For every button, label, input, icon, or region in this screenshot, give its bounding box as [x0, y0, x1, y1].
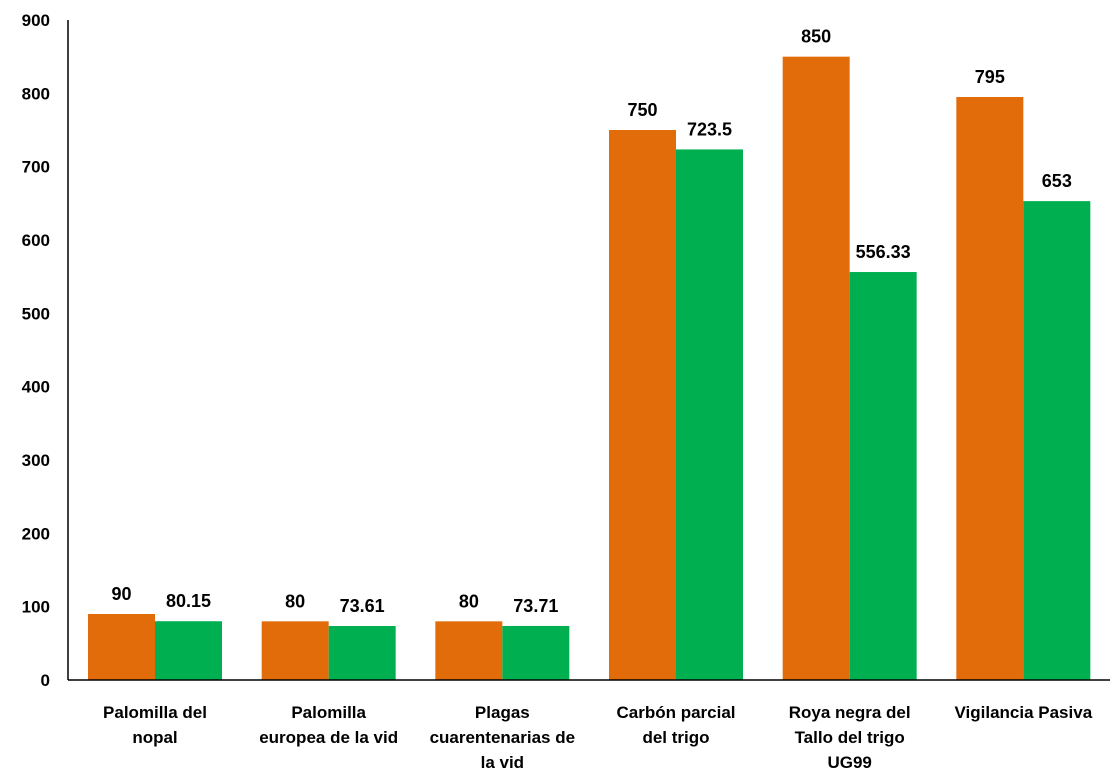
data-labels: 90 80.15 80 73.61 80 73.71 750 723.5 850 556.33 79…: [111, 27, 1071, 616]
data-label: 750: [627, 100, 657, 120]
bar-series-1-2: [261, 621, 329, 680]
data-label: 795: [975, 67, 1005, 87]
y-tick-label: 600: [22, 231, 50, 250]
x-axis-labels: Palomilla del nopal Palomilla europea de la…: [103, 703, 1093, 772]
bar-series-2-1: [155, 621, 222, 680]
y-tick-label: 200: [22, 524, 50, 543]
data-label: 850: [801, 27, 831, 47]
x-tick-label: Palomilla del nopal: [103, 703, 207, 747]
x-tick-label-line: la vid: [481, 753, 524, 772]
bar-series-1-3: [435, 621, 503, 680]
bars: [88, 56, 1091, 680]
data-label: 73.71: [513, 596, 558, 616]
data-label: 80: [285, 591, 305, 611]
data-label: 73.61: [340, 596, 385, 616]
bar-series-1-5: [782, 56, 850, 680]
bar-series-1-6: [956, 97, 1024, 680]
bar-series-2-4: [676, 149, 743, 680]
x-tick-label-line: cuarentenarias de: [430, 728, 576, 747]
bar-series-2-6: [1023, 201, 1091, 680]
y-axis-ticks: 0 100 200 300 400 500 600 700 800 900: [22, 11, 50, 690]
data-label: 80: [459, 591, 479, 611]
bar-series-2-3: [502, 625, 570, 680]
data-label: 556.33: [856, 242, 911, 262]
data-label: 80.15: [166, 591, 211, 611]
bar-series-1-4: [609, 130, 676, 680]
y-tick-label: 400: [22, 378, 50, 397]
bar-series-2-2: [328, 626, 396, 680]
x-tick-label: Carbón parcial del trigo: [616, 703, 735, 747]
y-tick-label: 100: [22, 598, 50, 617]
y-tick-label: 800: [22, 84, 50, 103]
y-tick-label: 900: [22, 11, 50, 30]
x-tick-label-line: Palomilla: [291, 703, 366, 722]
y-tick-label: 700: [22, 158, 50, 177]
y-tick-label: 300: [22, 451, 50, 470]
x-tick-label-line: Palomilla del: [103, 703, 207, 722]
x-tick-label-line: Carbón parcial: [616, 703, 735, 722]
data-label: 90: [111, 584, 131, 604]
bar-series-1-1: [88, 614, 155, 680]
x-tick-label-line: europea de la vid: [259, 728, 398, 747]
bar-series-2-5: [849, 272, 917, 680]
data-label: 723.5: [687, 119, 732, 139]
x-tick-label-line: del trigo: [642, 728, 709, 747]
x-tick-label-line: Plagas: [475, 703, 530, 722]
data-label: 653: [1042, 171, 1072, 191]
x-tick-label: Palomilla europea de la vid: [259, 703, 398, 747]
y-tick-label: 0: [41, 671, 50, 690]
x-tick-label: Plagas cuarentenarias de la vid: [430, 703, 576, 772]
x-tick-label-line: Vigilancia Pasiva: [954, 703, 1092, 722]
x-tick-label-line: Roya negra del: [789, 703, 911, 722]
y-tick-label: 500: [22, 304, 50, 323]
x-tick-label: Vigilancia Pasiva: [954, 703, 1092, 722]
x-tick-label: Roya negra del Tallo del trigo UG99: [789, 703, 911, 772]
x-tick-label-line: nopal: [132, 728, 177, 747]
x-tick-label-line: Tallo del trigo: [795, 728, 905, 747]
x-tick-label-line: UG99: [827, 753, 871, 772]
